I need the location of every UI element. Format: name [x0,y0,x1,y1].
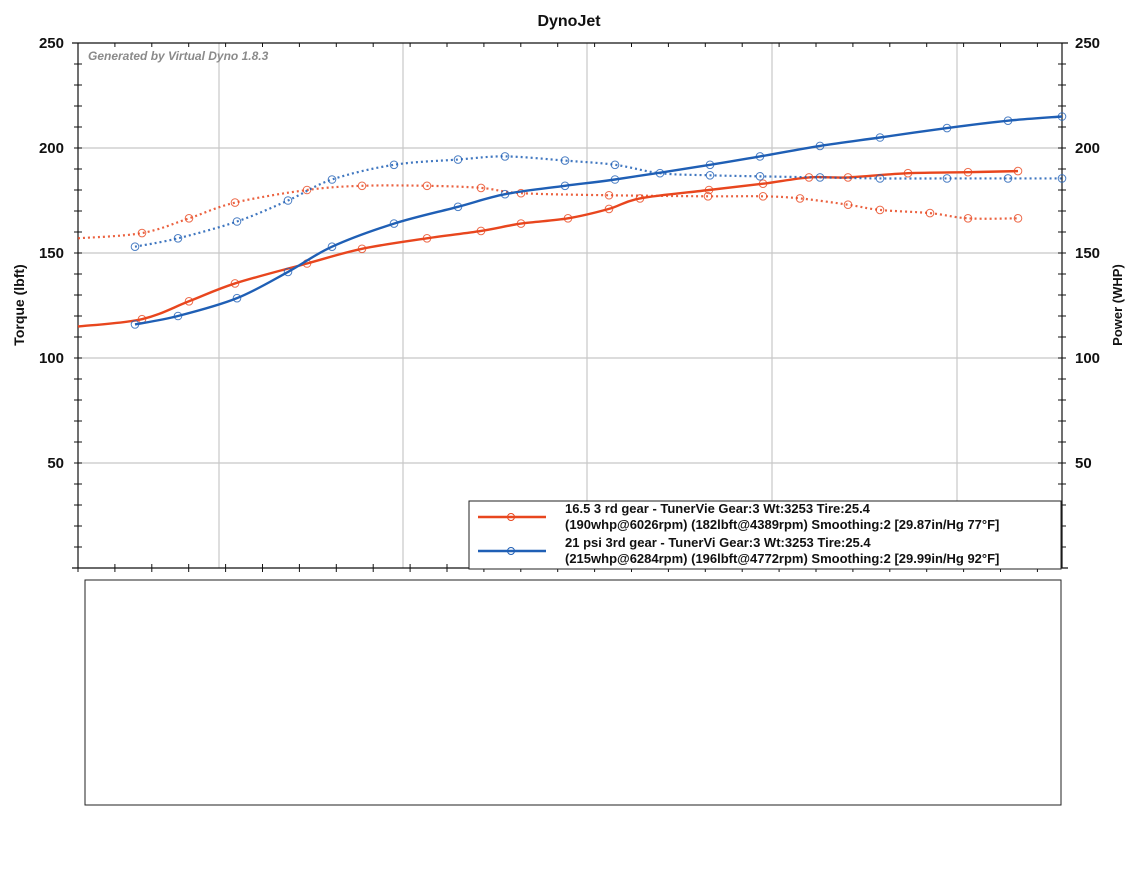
data-point-marker [903,168,913,178]
data-point-marker [604,190,614,200]
data-point-marker [705,171,715,180]
data-point-marker [357,244,367,254]
data-point-marker [635,194,645,203]
grid-lines [78,43,1062,568]
data-point-marker [1057,174,1067,183]
data-point-marker [1057,112,1067,121]
data-point-marker [173,234,183,243]
data-point-marker [453,155,463,164]
data-point-marker [130,242,140,251]
data-point-marker [184,214,194,223]
data-point-marker [1003,174,1013,183]
legend-run2-line2: (215whp@6284rpm) (196lbft@4772rpm) Smoot… [565,551,999,566]
data-point-marker [357,181,367,191]
data-point-marker [173,311,183,321]
data-point-marker [795,194,805,203]
left-axis-tick-labels: 50 100 150 200 250 [39,35,64,472]
right-axis-label: Power (WHP) [1110,264,1125,346]
data-point-marker [610,175,620,184]
data-point-marker [843,173,853,182]
data-point-marker [815,141,825,151]
data-point-marker [327,175,337,184]
legend-marker-icon [507,547,515,555]
series-run1-torque-line [77,169,1019,328]
data-point-marker [963,214,973,223]
data-point-marker [389,219,399,228]
left-tick-label: 100 [39,350,64,367]
data-point-marker [476,226,486,236]
watermark-text: Generated by Virtual Dyno 1.8.3 [88,49,269,63]
data-point-marker [655,168,665,178]
legend-run1-line1: 16.5 3 rd gear - TunerVie Gear:3 Wt:3253… [565,501,871,516]
data-point-marker [815,173,825,182]
data-point-marker [422,234,432,243]
data-point-marker [963,167,973,177]
data-point-marker [563,214,573,223]
chart-title: DynoJet [537,13,601,30]
right-tick-label: 100 [1075,350,1100,367]
data-point-marker [703,192,713,201]
left-tick-label: 250 [39,35,64,52]
data-point-marker [1013,166,1023,176]
legend: 16.5 3 rd gear - TunerVie Gear:3 Wt:3253… [468,500,1062,570]
legend-run2-line1: 21 psi 3rd gear - TunerVi Gear:3 Wt:3253… [565,535,871,550]
series-run2-power-line [134,155,1062,248]
data-point-marker [422,181,432,191]
data-point-marker [755,172,765,181]
data-series [77,112,1067,329]
data-point-marker [230,198,240,207]
right-tick-label: 50 [1075,455,1092,472]
data-point-marker [758,192,768,201]
data-point-marker [137,228,147,238]
data-point-marker [1013,214,1023,223]
left-tick-label: 50 [47,455,64,472]
data-point-marker [283,267,293,277]
data-point-marker [1003,116,1013,125]
data-point-marker [705,160,715,170]
data-point-marker [232,217,242,226]
data-point-marker [560,181,570,191]
data-point-marker [500,152,510,161]
data-point-marker [610,160,620,170]
data-point-marker [389,160,399,170]
data-point-marker [500,189,510,199]
series-run2-torque-line [134,115,1063,326]
data-point-marker [925,208,935,218]
data-point-marker [327,242,337,251]
data-point-marker [560,156,570,165]
data-point-marker [516,219,526,228]
left-axis-label: Torque (lbft) [11,264,27,345]
data-point-marker [476,183,486,193]
right-tick-label: 200 [1075,140,1100,157]
data-point-marker [704,185,714,195]
data-point-marker [875,133,885,142]
data-point-marker [604,204,614,214]
data-point-marker [942,123,952,133]
data-point-marker [755,152,765,161]
legend-run1-line2: (190whp@6026rpm) (182lbft@4389rpm) Smoot… [565,517,999,532]
data-point-marker [843,200,853,209]
right-tick-label: 150 [1075,245,1100,262]
data-point-marker [875,174,885,183]
data-point-marker [184,297,194,306]
legend-marker-icon [507,513,515,521]
axis-ticks [74,43,1066,572]
data-point-marker [875,205,885,215]
data-point-marker [283,196,293,205]
axes [72,42,1068,569]
right-axis-tick-labels: 50 100 150 200 250 [1075,35,1100,472]
series-run1-power-line [77,184,1019,240]
data-point-marker [230,279,240,288]
data-point-marker [232,293,242,303]
legend-box [468,500,1062,570]
left-tick-label: 150 [39,245,64,262]
data-point-marker [130,320,140,329]
data-point-marker [758,179,768,188]
data-point-marker [942,174,952,183]
left-tick-label: 200 [39,140,64,157]
data-point-marker [453,202,463,212]
right-tick-label: 250 [1075,35,1100,52]
lower-empty-panel [84,579,1062,806]
